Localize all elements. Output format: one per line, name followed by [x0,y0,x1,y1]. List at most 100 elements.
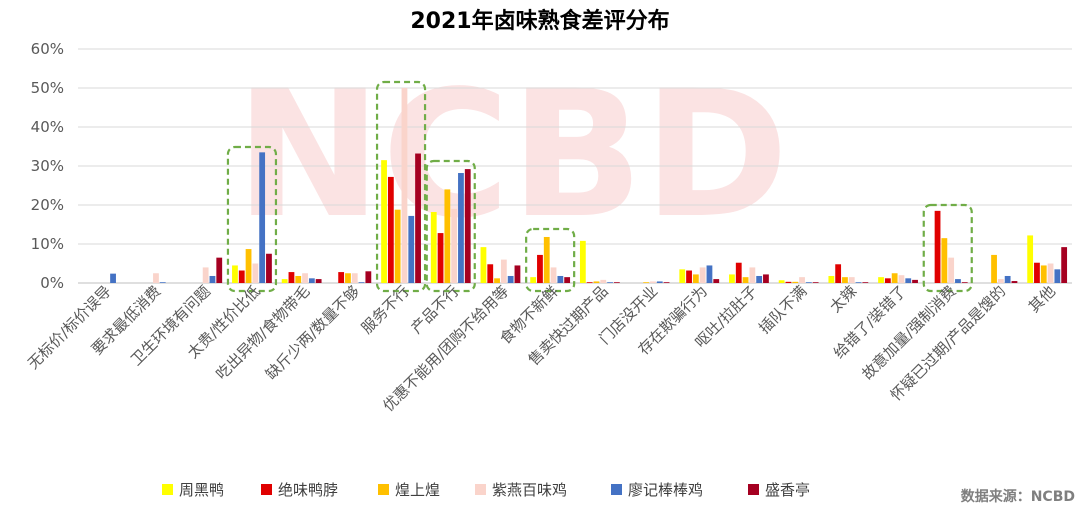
bar [955,279,961,283]
bar [110,273,116,283]
y-tick-label: 40% [31,118,64,136]
bar [550,267,557,283]
bar [905,278,912,283]
bar [259,152,266,283]
bar [153,273,159,283]
bar [345,273,351,283]
legend-swatch [162,484,173,495]
y-tick-label: 60% [31,40,64,58]
bar [315,279,322,283]
legend-swatch [261,484,272,495]
bar [530,277,537,283]
bar [266,253,272,283]
bar [997,279,1004,283]
bar [381,160,387,283]
bar [848,277,855,283]
bar [862,282,869,283]
bar [216,257,223,283]
legend-label: 廖记棒棒鸡 [628,481,703,499]
legend-swatch [611,484,622,495]
y-tick-label: 0% [40,274,64,292]
bar [308,278,315,283]
bar [387,176,394,283]
highlight-box [425,159,476,293]
highlight-box [525,227,576,293]
x-category-label: 太辣 [826,282,860,316]
legend-swatch [475,484,486,495]
bar [686,270,692,283]
legend-swatch [378,484,389,495]
bar [1004,275,1011,283]
bar [408,215,415,283]
bar [500,259,507,283]
bar [1040,265,1047,283]
bar [295,275,302,283]
bar [713,279,720,283]
bar [991,254,997,283]
bar [245,249,252,283]
bar [613,282,620,283]
y-tick-label: 30% [31,157,64,175]
bar [351,273,358,283]
bar [855,282,862,283]
bar [358,282,365,283]
bar [792,281,799,283]
bar [948,257,955,283]
bar [232,265,238,283]
bar [1011,281,1018,283]
bar [663,282,670,283]
bar [699,267,706,283]
watermark: NCBD [235,54,789,257]
bar [656,281,663,283]
bar [607,282,613,283]
bar [778,280,785,283]
bar [884,278,891,283]
bar [437,233,444,283]
legend-label: 绝味鸭脖 [278,481,338,499]
x-category-label: 故意加量/强制消费 [858,282,959,383]
bar [586,282,593,283]
source-note: 数据来源：NCBD [961,488,1075,505]
bar [252,263,259,283]
bar [650,281,656,283]
bar [805,282,812,283]
x-category-label: 插队不满 [755,282,810,337]
bar [209,275,216,283]
highlight-box [226,145,278,293]
bar [487,264,494,283]
bar [543,236,550,283]
bar [507,275,514,283]
bar [763,274,769,283]
bar [898,275,905,283]
bar [238,270,245,283]
bar [557,275,564,283]
bar [679,269,686,283]
bar [729,274,735,283]
bar [785,281,792,283]
chart-title: 2021年卤味熟食差评分布 [410,8,669,34]
bar [842,277,848,283]
x-category-label: 吃出异物/食物带毛 [212,282,313,383]
bar [749,267,756,283]
bar [941,238,948,283]
bar [643,282,650,283]
bar [593,281,600,283]
bar [537,254,543,283]
bar [742,277,749,283]
bar [159,282,166,283]
bar [338,272,345,283]
bar [934,210,941,283]
y-tick-label: 50% [31,79,64,97]
bar [494,278,500,283]
bar [812,282,819,283]
bar [1061,247,1068,283]
bar [835,264,842,283]
bar [706,265,713,283]
bar [415,153,421,283]
bar [1047,263,1054,283]
bar [480,247,487,283]
x-category-label: 缺斤少两/数量不够 [262,282,363,383]
bar [961,282,968,283]
bar [600,279,607,283]
